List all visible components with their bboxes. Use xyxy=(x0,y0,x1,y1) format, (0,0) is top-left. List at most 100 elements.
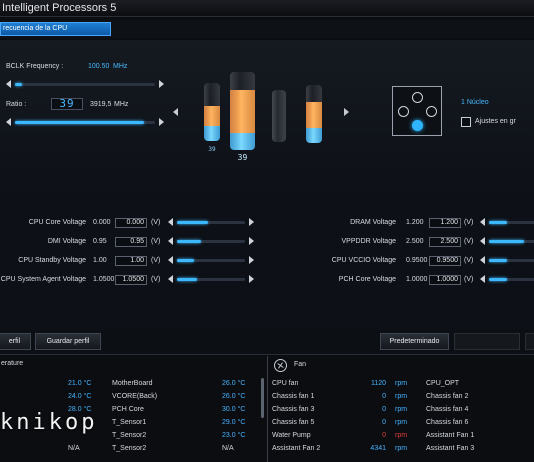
voltage-decrease-icon[interactable] xyxy=(168,275,173,283)
ratio-label: Ratio : xyxy=(6,101,27,108)
ratio-decrease-icon[interactable] xyxy=(6,118,11,126)
fan-unit: rpm xyxy=(395,445,408,452)
cores-next-icon[interactable] xyxy=(344,108,349,116)
fan-speed: 1120 xyxy=(370,380,386,387)
tab-cpu-frequency[interactable]: recuencia de la CPU xyxy=(0,22,111,36)
voltage-input[interactable]: 2.500 xyxy=(429,237,461,247)
tab-bar: recuencia de la CPU xyxy=(0,20,534,38)
voltage-unit: (V) xyxy=(464,238,474,245)
voltage-track xyxy=(489,259,534,262)
voltage-slider[interactable] xyxy=(168,256,254,265)
voltage-slider[interactable] xyxy=(480,218,534,227)
voltage-slider[interactable] xyxy=(168,237,254,246)
voltage-track xyxy=(177,240,245,243)
core-dot[interactable] xyxy=(412,92,423,103)
ratio-frequency: 3919,5 xyxy=(90,101,112,108)
core-dot[interactable] xyxy=(398,106,409,117)
voltage-input[interactable]: 1.00 xyxy=(115,256,147,266)
bclk-fill xyxy=(15,83,22,86)
voltage-input[interactable]: 1.0500 xyxy=(115,275,147,285)
fan-speed: 0 xyxy=(382,406,386,413)
voltage-slider[interactable] xyxy=(168,275,254,284)
default-button[interactable]: Predeterminado xyxy=(380,333,449,350)
voltage-track xyxy=(177,278,245,281)
voltage-slider[interactable] xyxy=(168,218,254,227)
save-profile-button[interactable]: Guardar perfil xyxy=(35,333,101,350)
voltage-label: CPU Standby Voltage xyxy=(18,257,86,264)
voltage-value: 1.00 xyxy=(93,257,107,264)
core-cylinder[interactable] xyxy=(272,90,286,142)
voltage-decrease-icon[interactable] xyxy=(480,218,485,226)
temperature-scrollbar[interactable] xyxy=(261,378,264,418)
core-cylinder-selected[interactable] xyxy=(230,72,255,150)
voltage-label: PCH Core Voltage xyxy=(338,276,396,283)
core-dot-active[interactable] xyxy=(412,120,423,131)
voltage-decrease-icon[interactable] xyxy=(480,237,485,245)
voltage-decrease-icon[interactable] xyxy=(168,218,173,226)
voltage-increase-icon[interactable] xyxy=(249,218,254,226)
voltage-slider[interactable] xyxy=(480,256,534,265)
fan-name: Chassis fan 4 xyxy=(426,406,469,413)
panel-divider xyxy=(267,356,268,462)
temperature-heading: erature xyxy=(1,360,24,367)
ratio-display: 39 xyxy=(51,98,83,110)
fan-name: Assistant Fan 2 xyxy=(272,445,321,452)
voltage-unit: (V) xyxy=(151,238,161,245)
core-ratio-label: 39 xyxy=(237,153,248,162)
adjust-group-checkbox[interactable] xyxy=(461,117,471,127)
voltage-track xyxy=(489,221,534,224)
apply-button[interactable] xyxy=(454,333,520,350)
fan-speed: 4341 xyxy=(370,445,386,452)
voltage-fill xyxy=(489,278,507,281)
ratio-increase-icon[interactable] xyxy=(159,118,164,126)
bclk-increase-icon[interactable] xyxy=(159,80,164,88)
voltage-value: 0.9500 xyxy=(406,257,428,264)
voltage-input[interactable]: 0.95 xyxy=(115,237,147,247)
voltage-decrease-icon[interactable] xyxy=(168,237,173,245)
fan-unit: rpm xyxy=(395,406,408,413)
voltage-input[interactable]: 0.9500 xyxy=(429,256,461,266)
voltage-increase-icon[interactable] xyxy=(249,275,254,283)
voltage-value: 0.95 xyxy=(93,238,107,245)
voltage-decrease-icon[interactable] xyxy=(480,275,485,283)
temp-value: 26.0 °C xyxy=(222,393,246,400)
voltage-value: 2.500 xyxy=(406,238,424,245)
core-orange-level xyxy=(306,102,322,128)
voltage-track xyxy=(177,259,245,262)
voltage-input[interactable]: 1.0000 xyxy=(429,275,461,285)
voltage-unit: (V) xyxy=(464,219,474,226)
bclk-slider[interactable] xyxy=(6,80,164,89)
core-cylinder[interactable] xyxy=(204,83,220,141)
voltage-decrease-icon[interactable] xyxy=(480,256,485,264)
core-selector[interactable] xyxy=(392,86,442,136)
voltage-unit: (V) xyxy=(151,219,161,226)
fan-icon xyxy=(274,359,287,372)
bclk-decrease-icon[interactable] xyxy=(6,80,11,88)
ratio-slider[interactable] xyxy=(6,118,164,127)
cores-prev-icon[interactable] xyxy=(173,108,178,116)
voltage-slider[interactable] xyxy=(480,237,534,246)
voltage-fill xyxy=(177,278,197,281)
temp-sensor-name: T_Sensor2 xyxy=(112,445,147,452)
core-glass xyxy=(306,85,322,143)
load-profile-button[interactable]: erfil xyxy=(0,333,31,350)
voltage-decrease-icon[interactable] xyxy=(168,256,173,264)
ratio-unit: MHz xyxy=(114,101,129,108)
fan-heading: Fan xyxy=(294,361,307,368)
voltage-increase-icon[interactable] xyxy=(249,256,254,264)
voltage-fill xyxy=(489,259,507,262)
voltage-slider[interactable] xyxy=(480,275,534,284)
voltage-input[interactable]: 1.200 xyxy=(429,218,461,228)
core-dot[interactable] xyxy=(426,106,437,117)
core-blue-level xyxy=(306,128,322,143)
voltage-unit: (V) xyxy=(151,257,161,264)
voltage-increase-icon[interactable] xyxy=(249,237,254,245)
core-cylinder[interactable] xyxy=(306,85,322,143)
voltage-input[interactable]: 0.000 xyxy=(115,218,147,228)
voltage-unit: (V) xyxy=(464,257,474,264)
fan-name: Chassis fan 2 xyxy=(426,393,469,400)
watermark-text: knikop xyxy=(0,410,98,435)
bclk-track xyxy=(15,83,155,86)
temp-sensor-name: MotherBoard xyxy=(112,380,153,387)
undo-button[interactable] xyxy=(525,333,534,350)
